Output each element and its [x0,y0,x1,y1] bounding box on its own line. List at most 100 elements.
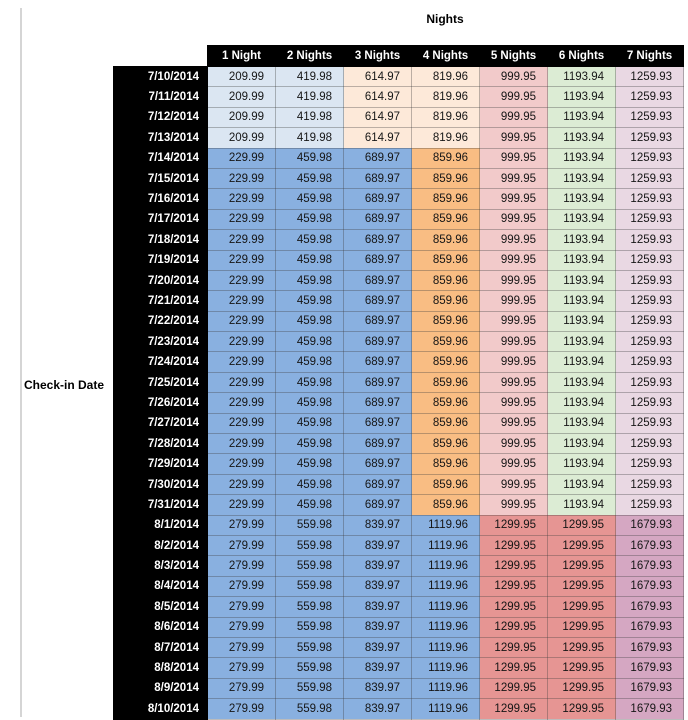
price-cell[interactable]: 839.97 [343,616,412,638]
price-cell[interactable]: 689.97 [343,494,412,516]
price-cell[interactable]: 559.98 [275,657,344,679]
price-cell[interactable]: 1299.95 [547,698,616,720]
price-cell[interactable]: 1193.94 [547,473,616,496]
price-cell[interactable]: 559.98 [275,616,344,638]
price-cell[interactable]: 559.98 [275,596,344,618]
price-cell[interactable]: 999.95 [479,310,548,333]
price-cell[interactable]: 1119.96 [411,657,480,679]
price-cell[interactable]: 419.98 [275,65,344,88]
price-cell[interactable]: 839.97 [343,698,412,720]
price-cell[interactable]: 859.96 [411,473,480,496]
price-cell[interactable]: 229.99 [207,310,276,333]
row-header-date[interactable]: 8/5/2014 [113,596,208,618]
row-header-date[interactable]: 7/22/2014 [113,310,208,333]
column-header-4-nights[interactable]: 4 Nights [411,45,480,67]
price-cell[interactable]: 229.99 [207,494,276,516]
price-cell[interactable]: 559.98 [275,534,344,557]
price-cell[interactable]: 459.98 [275,392,344,414]
price-cell[interactable]: 1299.95 [479,657,548,679]
price-cell[interactable]: 1299.95 [547,596,616,618]
price-cell[interactable]: 1299.95 [479,555,548,577]
row-header-date[interactable]: 7/19/2014 [113,249,208,271]
price-cell[interactable]: 819.96 [411,86,480,108]
price-cell[interactable]: 229.99 [207,351,276,373]
price-cell[interactable]: 419.98 [275,127,344,149]
price-cell[interactable]: 689.97 [343,310,412,333]
price-cell[interactable]: 999.95 [479,167,548,190]
row-header-date[interactable]: 7/29/2014 [113,453,208,475]
price-cell[interactable]: 229.99 [207,371,276,394]
row-header-date[interactable]: 8/6/2014 [113,616,208,638]
price-cell[interactable]: 689.97 [343,371,412,394]
price-cell[interactable]: 419.98 [275,106,344,129]
price-cell[interactable]: 999.95 [479,473,548,496]
price-cell[interactable]: 839.97 [343,555,412,577]
price-cell[interactable]: 859.96 [411,494,480,516]
price-cell[interactable]: 229.99 [207,331,276,353]
price-cell[interactable]: 279.99 [207,636,276,659]
price-cell[interactable]: 459.98 [275,208,344,231]
row-header-date[interactable]: 7/17/2014 [113,208,208,231]
row-header-date[interactable]: 8/1/2014 [113,514,208,536]
price-cell[interactable]: 229.99 [207,208,276,231]
price-cell[interactable]: 1299.95 [547,677,616,700]
price-cell[interactable]: 689.97 [343,147,412,169]
price-cell[interactable]: 1299.95 [547,575,616,598]
row-header-date[interactable]: 7/31/2014 [113,494,208,516]
price-cell[interactable]: 859.96 [411,371,480,394]
price-cell[interactable]: 1193.94 [547,310,616,333]
row-header-date[interactable]: 8/10/2014 [113,698,208,720]
price-cell[interactable]: 459.98 [275,290,344,312]
price-cell[interactable]: 859.96 [411,147,480,169]
price-cell[interactable]: 229.99 [207,229,276,251]
price-cell[interactable]: 1119.96 [411,698,480,720]
price-cell[interactable]: 999.95 [479,392,548,414]
price-cell[interactable]: 459.98 [275,453,344,475]
price-cell[interactable]: 859.96 [411,310,480,333]
price-cell[interactable]: 209.99 [207,65,276,88]
price-cell[interactable]: 689.97 [343,188,412,210]
price-cell[interactable]: 1193.94 [547,249,616,271]
price-cell[interactable]: 614.97 [343,65,412,88]
price-cell[interactable]: 459.98 [275,249,344,271]
price-cell[interactable]: 689.97 [343,453,412,475]
price-cell[interactable]: 859.96 [411,167,480,190]
price-cell[interactable]: 279.99 [207,575,276,598]
price-cell[interactable]: 1259.93 [615,494,684,516]
price-cell[interactable]: 839.97 [343,596,412,618]
row-header-date[interactable]: 7/18/2014 [113,229,208,251]
price-cell[interactable]: 614.97 [343,86,412,108]
column-header-6-nights[interactable]: 6 Nights [547,45,616,67]
column-header-5-nights[interactable]: 5 Nights [479,45,548,67]
price-cell[interactable]: 689.97 [343,290,412,312]
price-cell[interactable]: 859.96 [411,188,480,210]
price-cell[interactable]: 1259.93 [615,147,684,169]
price-cell[interactable]: 229.99 [207,167,276,190]
price-cell[interactable]: 689.97 [343,269,412,292]
price-cell[interactable]: 559.98 [275,636,344,659]
row-header-date[interactable]: 7/24/2014 [113,351,208,373]
price-cell[interactable]: 1193.94 [547,453,616,475]
price-cell[interactable]: 459.98 [275,310,344,333]
price-cell[interactable]: 1299.95 [479,534,548,557]
price-cell[interactable]: 1259.93 [615,188,684,210]
price-cell[interactable]: 459.98 [275,412,344,435]
price-cell[interactable]: 859.96 [411,392,480,414]
price-cell[interactable]: 229.99 [207,412,276,435]
price-cell[interactable]: 1193.94 [547,65,616,88]
price-cell[interactable]: 1193.94 [547,269,616,292]
price-cell[interactable]: 839.97 [343,657,412,679]
price-cell[interactable]: 1259.93 [615,229,684,251]
column-header-3-nights[interactable]: 3 Nights [343,45,412,67]
price-cell[interactable]: 1119.96 [411,596,480,618]
row-header-date[interactable]: 7/27/2014 [113,412,208,435]
price-cell[interactable]: 459.98 [275,147,344,169]
price-cell[interactable]: 1193.94 [547,208,616,231]
price-cell[interactable]: 1259.93 [615,269,684,292]
row-header-date[interactable]: 8/3/2014 [113,555,208,577]
row-header-date[interactable]: 7/13/2014 [113,127,208,149]
price-cell[interactable]: 279.99 [207,555,276,577]
price-cell[interactable]: 1259.93 [615,86,684,108]
price-cell[interactable]: 999.95 [479,127,548,149]
price-cell[interactable]: 1193.94 [547,167,616,190]
